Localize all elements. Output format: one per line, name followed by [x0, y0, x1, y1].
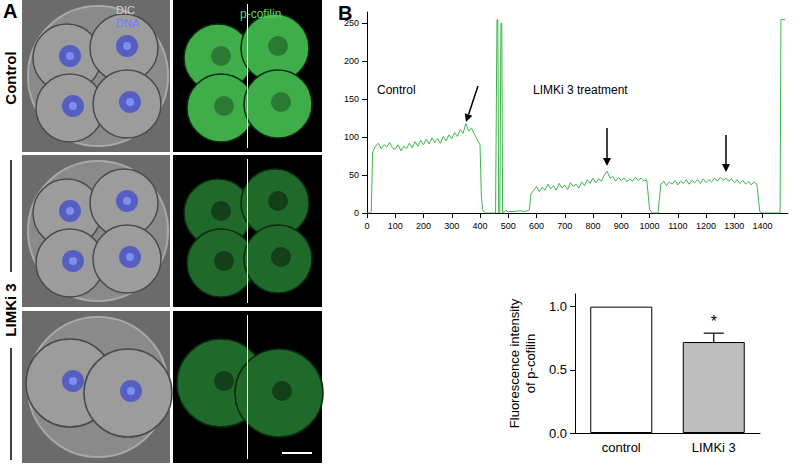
svg-text:50: 50 — [349, 170, 359, 180]
svg-text:1400: 1400 — [753, 221, 773, 231]
svg-text:100: 100 — [344, 132, 359, 142]
svg-text:p-cofilin: p-cofilin — [240, 7, 281, 21]
svg-text:0: 0 — [364, 221, 369, 231]
svg-text:1000: 1000 — [640, 221, 660, 231]
svg-text:1.0: 1.0 — [549, 299, 567, 314]
svg-text:1300: 1300 — [724, 221, 744, 231]
svg-text:LIMKi 3: LIMKi 3 — [2, 283, 19, 336]
svg-text:0.0: 0.0 — [549, 426, 567, 441]
svg-text:of p-cofilin: of p-cofilin — [523, 334, 538, 393]
svg-text:100: 100 — [388, 221, 403, 231]
svg-text:DIC: DIC — [116, 4, 135, 16]
svg-text:150: 150 — [344, 94, 359, 104]
svg-text:DNA: DNA — [116, 17, 140, 29]
svg-text:800: 800 — [586, 221, 601, 231]
svg-text:1100: 1100 — [668, 221, 687, 231]
svg-text:400: 400 — [473, 221, 488, 231]
svg-text:900: 900 — [614, 221, 629, 231]
svg-text:0.5: 0.5 — [549, 362, 567, 377]
svg-text:700: 700 — [557, 221, 572, 231]
svg-text:Control: Control — [2, 51, 19, 104]
svg-text:300: 300 — [444, 221, 459, 231]
svg-text:control: control — [602, 440, 641, 455]
svg-text:Fluorescence intensity: Fluorescence intensity — [507, 298, 522, 428]
svg-text:LIMKi 3 treatment: LIMKi 3 treatment — [533, 83, 628, 97]
svg-text:*: * — [711, 313, 717, 330]
svg-text:250: 250 — [344, 18, 359, 28]
svg-text:1200: 1200 — [696, 221, 716, 231]
svg-text:Control: Control — [377, 83, 416, 97]
svg-text:600: 600 — [529, 221, 544, 231]
svg-text:LIMKi 3: LIMKi 3 — [692, 440, 736, 455]
svg-text:500: 500 — [501, 221, 516, 231]
svg-text:A: A — [3, 0, 17, 22]
svg-text:200: 200 — [416, 221, 431, 231]
svg-text:0: 0 — [354, 208, 359, 218]
svg-text:200: 200 — [344, 56, 359, 66]
